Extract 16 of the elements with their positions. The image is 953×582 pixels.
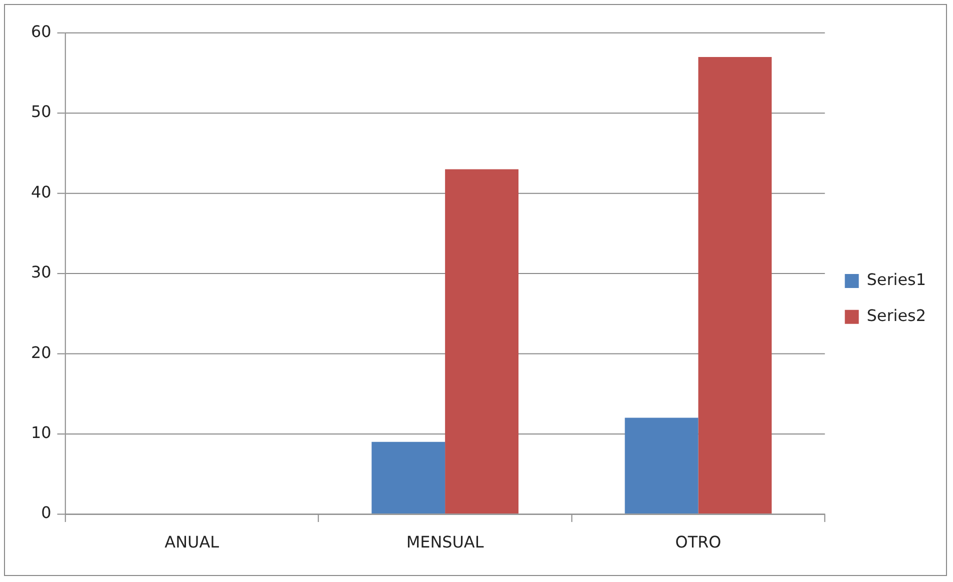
legend-label: Series1 xyxy=(866,270,926,290)
x-tick-label: MENSUAL xyxy=(406,532,484,552)
y-tick-label: 40 xyxy=(30,182,52,202)
bar xyxy=(698,56,772,514)
bar xyxy=(624,418,698,514)
y-tick-label: 10 xyxy=(30,422,52,442)
y-tick-label: 20 xyxy=(30,342,52,362)
x-tick-label: ANUAL xyxy=(164,532,220,552)
y-tick-label: 50 xyxy=(30,102,52,122)
y-tick-label: 60 xyxy=(30,22,52,42)
bar xyxy=(445,169,518,514)
legend-label: Series2 xyxy=(866,306,926,326)
y-tick-label: 0 xyxy=(41,503,52,522)
y-tick-label: 30 xyxy=(30,262,52,282)
bar xyxy=(372,442,446,514)
x-tick-label: OTRO xyxy=(675,532,722,552)
